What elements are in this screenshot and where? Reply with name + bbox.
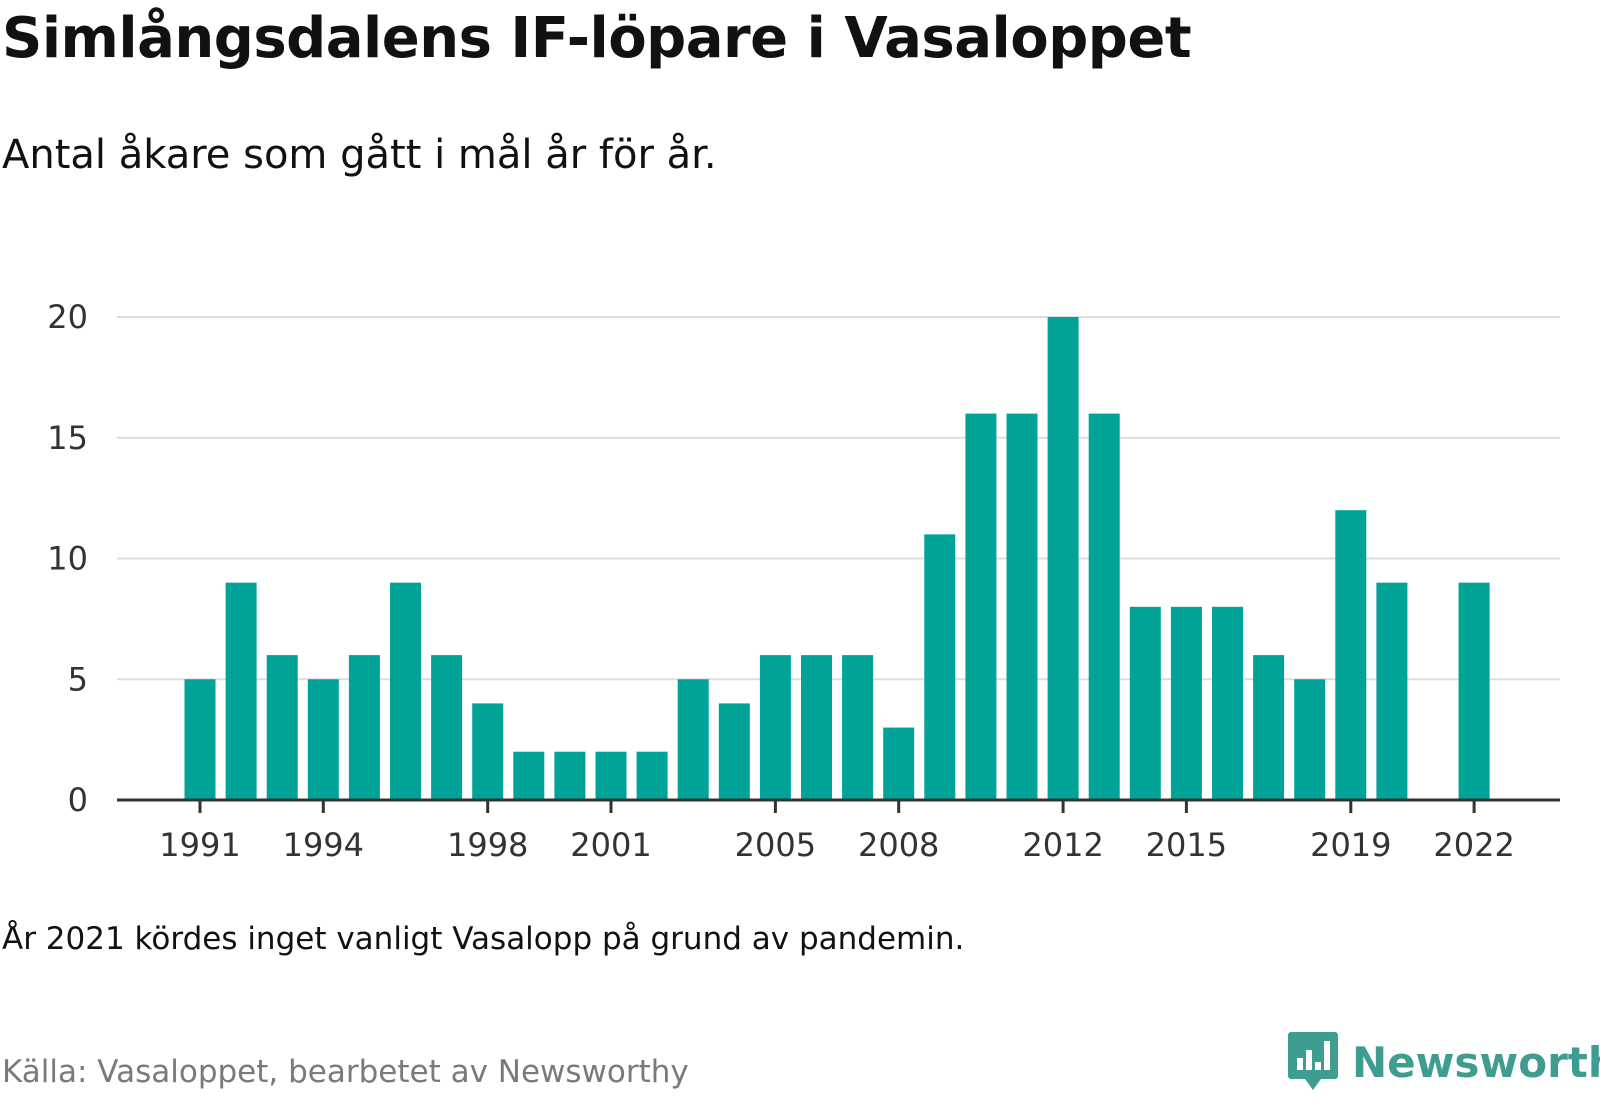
bar-2015 bbox=[1170, 606, 1202, 800]
bar-2009 bbox=[924, 534, 956, 800]
chart-title: Simlångsdalens IF-löpare i Vasaloppet bbox=[2, 6, 1192, 71]
x-tick-label: 2015 bbox=[1146, 826, 1227, 864]
bar-2012 bbox=[1047, 317, 1079, 800]
bar-2018 bbox=[1294, 679, 1326, 800]
bar-2017 bbox=[1253, 655, 1285, 800]
bar-1991 bbox=[184, 679, 216, 800]
x-tick-label: 2005 bbox=[735, 826, 816, 864]
chart-note: År 2021 kördes inget vanligt Vasalopp på… bbox=[2, 921, 965, 957]
bar-chart: 0 5 10 15 20 1991 1994 1998 2001 2005 2008 2012 2015… bbox=[47, 298, 1560, 864]
bar-1997 bbox=[431, 655, 463, 800]
bar-1998 bbox=[472, 703, 504, 800]
bar-2000 bbox=[554, 751, 586, 800]
bars bbox=[184, 317, 1490, 800]
bar-2022 bbox=[1458, 582, 1490, 800]
axes: 0 5 10 15 20 1991 1994 1998 2001 2005 2008 2012 2015… bbox=[47, 298, 1560, 864]
bar-2016 bbox=[1212, 606, 1243, 800]
bar-2020 bbox=[1376, 582, 1408, 800]
bar-2003 bbox=[677, 679, 709, 800]
bar-2004 bbox=[718, 703, 750, 800]
bar-1999 bbox=[513, 751, 545, 800]
x-tick-label: 2012 bbox=[1022, 826, 1103, 864]
source-credit: Källa: Vasaloppet, bearbetet av Newswort… bbox=[2, 1054, 689, 1090]
chart-subtitle: Antal åkare som gått i mål år för år. bbox=[2, 132, 717, 178]
x-tick-label: 1998 bbox=[447, 826, 528, 864]
bar-1995 bbox=[348, 655, 380, 800]
newsworthy-chart-bubble-icon bbox=[1288, 1032, 1338, 1090]
bar-2014 bbox=[1129, 606, 1161, 800]
bar-1994 bbox=[307, 679, 339, 800]
bar-2001 bbox=[595, 751, 627, 800]
bar-2013 bbox=[1088, 413, 1120, 800]
bar-2007 bbox=[842, 655, 874, 800]
y-tick-label: 0 bbox=[68, 781, 88, 819]
x-tick-label: 2019 bbox=[1310, 826, 1391, 864]
bar-2011 bbox=[1006, 413, 1038, 800]
y-tick-label: 10 bbox=[47, 540, 88, 578]
x-tick-label: 2008 bbox=[858, 826, 939, 864]
bar-1996 bbox=[390, 582, 421, 800]
bar-2019 bbox=[1335, 510, 1367, 800]
x-tick-label: 1994 bbox=[283, 826, 364, 864]
bar-1993 bbox=[266, 655, 298, 800]
bar-2008 bbox=[883, 727, 915, 800]
x-tick-label: 1991 bbox=[159, 826, 240, 864]
y-tick-label: 20 bbox=[47, 298, 88, 336]
x-tick-label: 2022 bbox=[1433, 826, 1514, 864]
y-tick-label: 5 bbox=[68, 660, 88, 698]
newsworthy-logo: Newsworthy bbox=[1288, 1032, 1600, 1092]
bar-2002 bbox=[636, 751, 668, 800]
brand-name: Newsworthy bbox=[1352, 1037, 1600, 1087]
bar-2005 bbox=[759, 655, 791, 800]
bar-2006 bbox=[801, 655, 832, 800]
bar-1992 bbox=[225, 582, 257, 800]
bar-2010 bbox=[965, 413, 997, 800]
x-tick-label: 2001 bbox=[570, 826, 651, 864]
y-tick-label: 15 bbox=[47, 419, 88, 457]
